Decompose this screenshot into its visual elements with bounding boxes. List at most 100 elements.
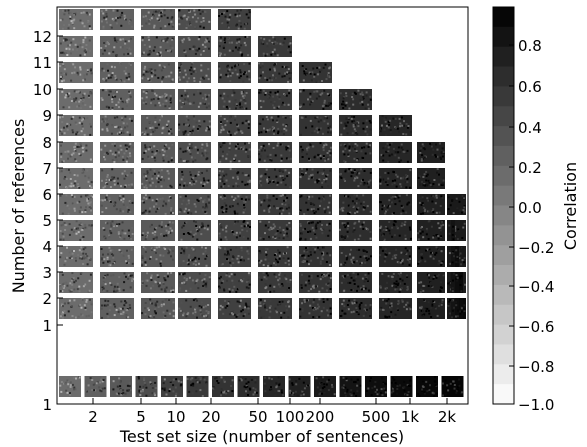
heatmap-speckle [146,272,149,275]
heatmap-speckle [160,260,163,263]
heatmap-speckle [453,306,455,309]
heatmap-speckle [305,281,308,284]
heatmap-speckle [206,181,209,184]
heatmap-speckle [149,146,151,149]
heatmap-speckle [89,91,92,94]
heatmap-speckle [425,310,428,313]
heatmap-speckle [331,386,334,388]
heatmap-speckle [60,72,63,74]
heatmap-speckle [128,152,131,155]
heatmap-speckle [267,226,270,229]
heatmap-speckle [388,154,391,157]
heatmap-speckle [149,315,152,317]
heatmap-speckle [373,385,376,388]
heatmap-speckle [288,287,291,289]
heatmap-speckle [221,197,224,200]
heatmap-speckle [347,170,350,173]
heatmap-speckle [70,279,73,282]
heatmap-speckle [170,207,173,210]
heatmap-speckle [273,225,276,228]
heatmap-speckle [302,228,305,231]
heatmap-speckle [279,207,282,210]
heatmap-speckle [118,290,121,292]
heatmap-speckle [300,145,303,148]
heatmap-speckle [240,197,243,200]
heatmap-speckle [63,74,66,77]
heatmap-speckle [155,203,158,206]
heatmap-speckle [316,93,319,96]
heatmap-speckle [368,120,371,122]
heatmap-speckle [264,247,267,250]
heatmap-speckle [323,207,326,210]
heatmap-speckle [261,62,264,65]
heatmap-speckle [77,254,80,257]
heatmap-speckle [237,255,240,257]
heatmap-speckle [112,9,115,12]
heatmap-speckle [291,393,294,396]
heatmap-speckle [458,378,461,381]
heatmap-speckle [75,123,78,126]
colorbar-band [493,284,514,306]
heatmap-speckle [234,197,237,200]
heatmap-speckle [363,146,366,149]
heatmap-speckle [273,64,276,67]
heatmap-speckle [145,211,148,214]
heatmap-speckle [303,260,306,263]
heatmap-speckle [111,96,114,99]
heatmap-speckle [383,299,386,302]
heatmap-speckle [264,376,267,379]
heatmap-speckle [149,184,152,187]
heatmap-speckle [237,48,240,51]
heatmap-speckle [231,16,234,19]
heatmap-speckle [121,229,124,232]
heatmap-speckle [309,72,312,75]
heatmap-speckle [441,197,444,199]
heatmap-speckle [78,290,81,293]
heatmap-speckle [62,63,65,66]
heatmap-speckle [460,307,463,310]
heatmap-speckle [425,233,428,236]
heatmap-speckle [327,378,330,381]
heatmap-speckle [319,278,322,281]
heatmap-speckle [151,181,154,184]
heatmap-speckle [187,16,190,19]
heatmap-speckle [400,204,403,207]
heatmap-speckle [122,203,125,206]
heatmap-speckle [349,393,352,396]
heatmap-speckle [233,210,236,213]
heatmap-speckle [274,91,277,94]
heatmap-speckle [388,221,391,223]
heatmap-speckle [101,128,104,131]
heatmap-speckle [304,227,306,230]
heatmap-speckle [366,182,369,185]
heatmap-speckle [225,204,228,207]
heatmap-speckle [191,62,194,65]
heatmap-speckle [205,255,208,258]
heatmap-speckle [85,206,87,209]
heatmap-speckle [124,126,126,129]
heatmap-speckle [219,145,222,148]
heatmap-speckle [354,143,357,145]
heatmap-speckle [144,144,147,147]
heatmap-speckle [401,279,404,282]
heatmap-speckle [218,235,221,238]
heatmap-speckle [439,290,442,293]
heatmap-speckle [263,276,266,279]
heatmap-speckle [346,227,349,230]
heatmap-speckle [223,100,226,103]
heatmap-speckle [313,231,316,234]
heatmap-speckle [124,184,127,187]
heatmap-speckle [339,144,342,147]
heatmap-speckle [102,287,105,290]
heatmap-speckle [59,256,62,259]
heatmap-speckle [194,298,197,301]
heatmap-speckle [149,298,152,301]
heatmap-speckle [113,314,116,317]
heatmap-speckle [178,9,181,12]
heatmap-speckle [113,92,116,95]
heatmap-speckle [118,98,121,101]
heatmap-speckle [149,257,152,260]
heatmap-speckle [344,237,346,239]
heatmap-speckle [60,172,63,175]
heatmap-speckle [344,148,347,150]
